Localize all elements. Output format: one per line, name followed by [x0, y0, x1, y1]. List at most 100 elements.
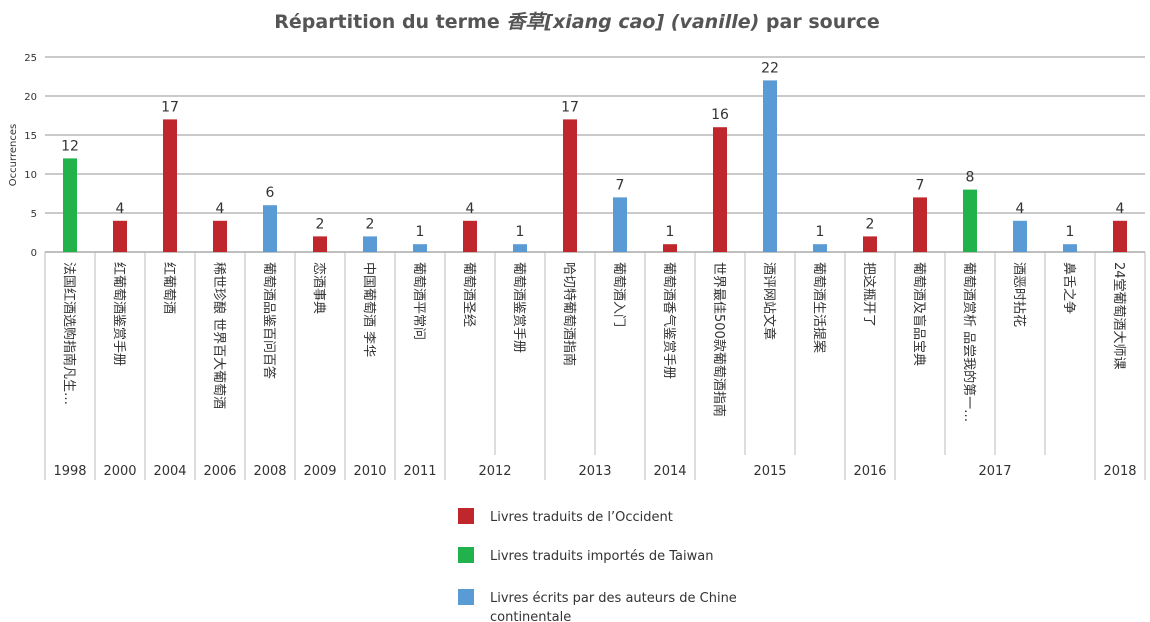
value-label: 4 [1016, 201, 1025, 217]
bar [763, 80, 777, 253]
year-label: 2011 [403, 464, 436, 479]
value-label: 1 [516, 224, 525, 240]
year-label: 2014 [653, 464, 686, 479]
bar [1063, 244, 1077, 252]
year-label: 2018 [1103, 464, 1136, 479]
value-label: 1 [1066, 224, 1075, 240]
x-tick-label: 葡萄酒鉴赏手册 [511, 262, 526, 353]
y-tick-label: 15 [24, 131, 37, 142]
x-tick-label: 哈切特葡萄酒指南 [561, 262, 577, 366]
x-tick-label: 24堂葡萄酒大师课 [1111, 262, 1126, 370]
y-tick-label: 10 [24, 170, 37, 181]
year-label: 2017 [978, 464, 1011, 479]
x-tick-label: 世界最佳500款葡萄酒指南 [711, 262, 727, 417]
y-tick-label: 0 [31, 248, 37, 259]
x-tick-label: 红葡萄酒 [161, 262, 177, 314]
bar [363, 236, 377, 252]
bar [613, 197, 627, 252]
x-tick-label: 酒恶时拈花 [1011, 262, 1027, 327]
bar [1013, 220, 1027, 252]
value-label: 12 [61, 138, 79, 154]
year-label: 1998 [53, 464, 86, 479]
x-tick-label: 葡萄酒赏析 品尝我的第一… [961, 262, 977, 422]
bar [263, 205, 277, 252]
x-tick-label: 恋酒事典 [311, 262, 327, 314]
bar [913, 197, 927, 252]
legend-label: Livres écrits par des auteurs de Chine c… [490, 591, 737, 622]
chart-title: Répartition du terme 香草[xiang cao] (vani… [274, 11, 880, 33]
value-label: 1 [816, 224, 825, 240]
year-label: 2004 [153, 464, 186, 479]
x-tick-label: 葡萄酒平常问 [411, 262, 426, 340]
year-label: 2010 [353, 464, 386, 479]
value-label: 1 [666, 224, 675, 240]
value-label: 8 [966, 170, 975, 186]
x-tick-label: 红葡萄酒鉴赏手册 [111, 262, 127, 366]
y-tick-label: 20 [24, 92, 37, 103]
x-tick-label: 葡萄酒香气鉴赏手册 [661, 262, 677, 379]
value-label: 4 [116, 201, 125, 217]
chart: Répartition du terme 香草[xiang cao] (vani… [8, 11, 1146, 480]
title-part: par source [759, 11, 879, 33]
title-part: Répartition du terme [274, 11, 506, 33]
year-label: 2012 [478, 464, 511, 479]
year-label: 2009 [303, 464, 336, 479]
year-label: 2013 [578, 464, 611, 479]
value-label: 2 [316, 216, 325, 232]
value-label: 17 [161, 99, 179, 115]
legend-swatch [458, 508, 474, 524]
year-label: 2006 [203, 464, 236, 479]
x-tick-label: 把这瓶开了 [861, 262, 877, 327]
bar [313, 236, 327, 252]
x-tick-label: 法国红酒选购指南凡生… [61, 262, 77, 405]
x-tick-label: 鼻舌之争 [1061, 262, 1077, 314]
bar [213, 220, 227, 252]
legend-swatch [458, 547, 474, 563]
x-tick-label: 酒评网站文章 [761, 262, 777, 340]
y-tick-label: 25 [24, 53, 37, 64]
x-tick-label: 稀世珍酿 世界百大葡萄酒 [211, 262, 227, 409]
bar [1113, 220, 1127, 252]
bar [663, 244, 677, 252]
title-italic: 香草[xiang cao] (vanille) [506, 11, 759, 33]
bar [513, 244, 527, 252]
y-axis-label: Occurrences [8, 124, 19, 186]
value-label: 6 [266, 185, 275, 201]
legend-swatch [458, 589, 474, 605]
value-label: 4 [466, 201, 475, 217]
value-label: 1 [416, 224, 425, 240]
x-tick-label: 葡萄酒入门 [611, 262, 626, 327]
year-label: 2016 [853, 464, 886, 479]
bar [813, 244, 827, 252]
bar [113, 220, 127, 252]
legend-item: Livres traduits importés de Taiwan [458, 547, 750, 566]
x-tick-label: 葡萄酒圣经 [461, 262, 476, 327]
bar [413, 244, 427, 252]
bar [163, 119, 177, 253]
legend-item: Livres écrits par des auteurs de Chine c… [458, 589, 750, 622]
year-label: 2000 [103, 464, 136, 479]
legend-label: Livres traduits de l’Occident [490, 510, 673, 525]
x-tick-label: 葡萄酒品鉴百问百答 [261, 262, 277, 379]
bar [713, 127, 727, 252]
value-label: 7 [916, 177, 925, 193]
bar [963, 189, 977, 252]
value-label: 2 [866, 216, 875, 232]
bar [463, 220, 477, 252]
value-label: 7 [616, 177, 625, 193]
bar [63, 158, 77, 252]
value-label: 4 [216, 201, 225, 217]
x-tick-label: 葡萄酒及盲品宝典 [911, 262, 927, 366]
x-tick-label: 葡萄酒生活提案 [811, 262, 827, 353]
bar [563, 119, 577, 253]
value-label: 4 [1116, 201, 1125, 217]
value-label: 22 [761, 60, 779, 76]
y-tick-label: 5 [31, 209, 37, 220]
x-tick-label: 中国葡萄酒 李华 [361, 262, 376, 357]
legend-label: Livres traduits importés de Taiwan [490, 549, 714, 564]
year-label: 2015 [753, 464, 786, 479]
value-label: 17 [561, 99, 579, 115]
bar [863, 236, 877, 252]
value-label: 16 [711, 107, 729, 123]
